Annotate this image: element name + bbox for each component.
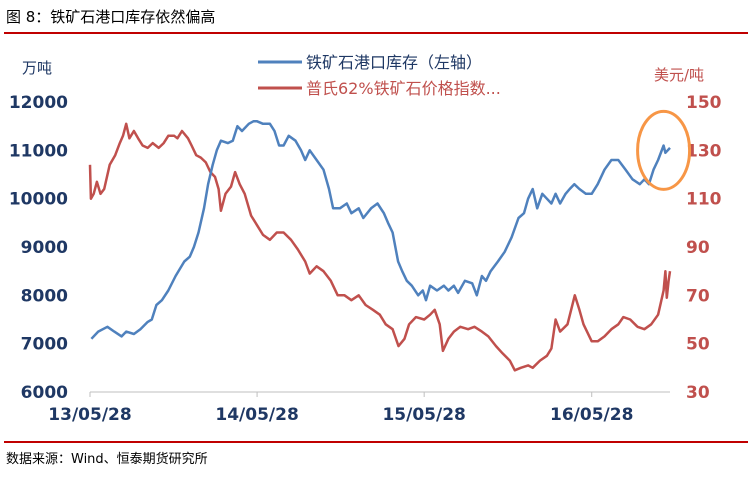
legend-label-stock: 铁矿石港口库存（左轴） xyxy=(306,53,482,72)
x-tick-label: 14/05/28 xyxy=(215,405,298,425)
right-tick-label: 30 xyxy=(686,383,710,403)
source-note: 数据来源：Wind、恒泰期货研究所 xyxy=(6,452,208,467)
bottom-rule xyxy=(4,441,748,443)
iron-ore-inventory-chart: 万吨 美元/吨 铁矿石港口库存（左轴） 普氏62%铁矿石价格指数... 6000… xyxy=(9,53,722,425)
series-line-price xyxy=(88,122,672,372)
x-axis-ticks: 13/05/28 14/05/28 15/05/28 16/05/28 xyxy=(48,392,633,425)
left-axis-ticks: 6000 7000 8000 9000 10000 11000 12000 xyxy=(9,93,68,403)
left-tick-label: 10000 xyxy=(9,190,68,210)
right-tick-label: 90 xyxy=(686,238,710,258)
figure-title: 图 8：铁矿石港口库存依然偏高 xyxy=(6,8,216,26)
top-rule xyxy=(4,32,748,34)
right-tick-label: 50 xyxy=(686,335,710,355)
left-tick-label: 7000 xyxy=(21,335,68,355)
right-tick-label: 70 xyxy=(686,286,710,306)
series-line-stock xyxy=(90,120,671,340)
right-tick-label: 130 xyxy=(686,141,722,161)
left-tick-label: 6000 xyxy=(21,383,68,403)
left-tick-label: 12000 xyxy=(9,93,68,113)
right-axis-ticks: 30 50 70 90 110 130 150 xyxy=(686,93,722,403)
left-tick-label: 8000 xyxy=(21,286,68,306)
legend-label-price: 普氏62%铁矿石价格指数... xyxy=(306,79,501,98)
left-tick-label: 11000 xyxy=(9,141,68,161)
right-axis-unit: 美元/吨 xyxy=(654,66,704,84)
legend: 铁矿石港口库存（左轴） 普氏62%铁矿石价格指数... xyxy=(258,53,501,98)
right-tick-label: 110 xyxy=(686,190,722,210)
x-tick-label: 16/05/28 xyxy=(550,405,633,425)
left-axis-unit: 万吨 xyxy=(22,59,52,77)
right-tick-label: 150 xyxy=(686,93,722,113)
x-tick-label: 15/05/28 xyxy=(382,405,465,425)
highlight-ellipse xyxy=(636,109,692,191)
left-tick-label: 9000 xyxy=(21,238,68,258)
x-tick-label: 13/05/28 xyxy=(48,405,131,425)
